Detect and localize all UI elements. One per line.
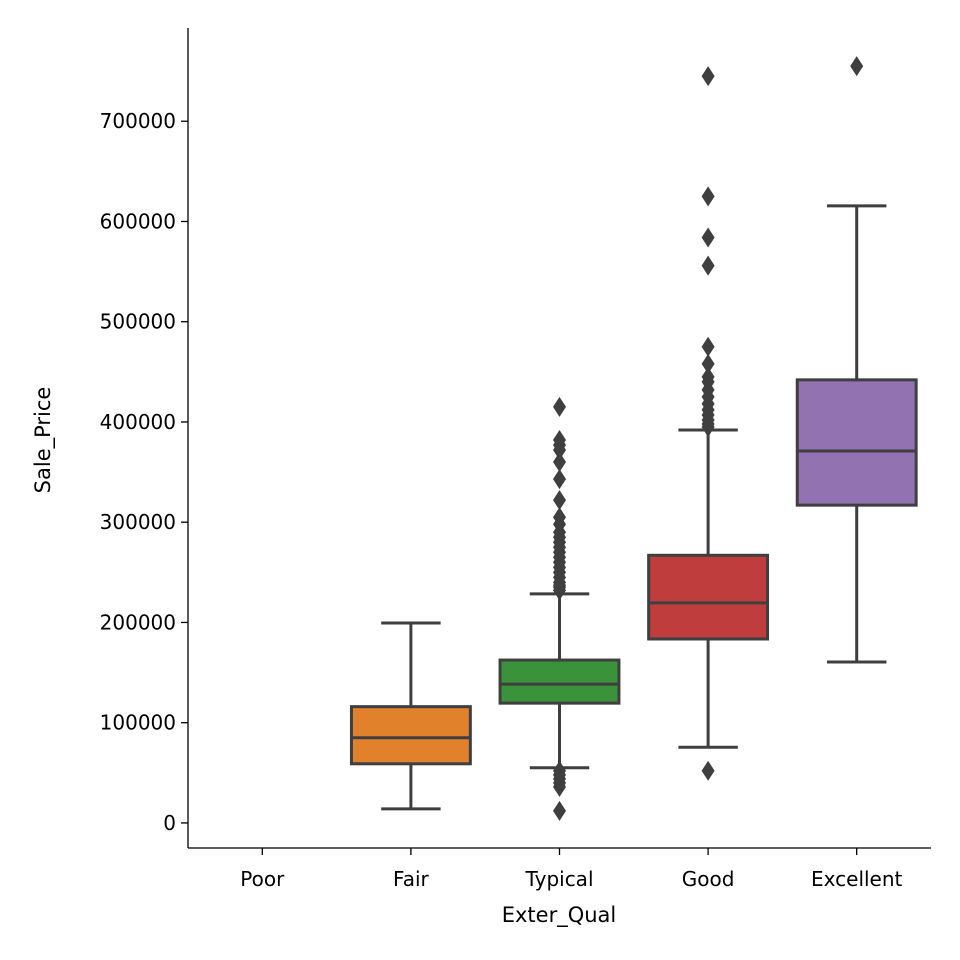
x-tick-label: Typical [525,867,594,891]
outlier-point [701,227,715,248]
box-excellent [795,378,918,507]
outlier-point [553,760,566,781]
box-fair [349,705,472,766]
box-good [647,553,770,641]
outlier-point [553,396,566,417]
y-ticks: 0 100000 200000 300000 400000 500000 600000 700… [100,109,188,835]
y-axis-label: Sale_Price [31,387,56,494]
outlier-point [553,430,566,451]
x-tick-label: Good [682,867,735,891]
outlier-point [701,336,715,357]
outlier-point [701,255,715,276]
x-tick-label: Poor [240,867,285,891]
x-ticks: Poor Fair Typical Good Excellent [240,848,903,891]
outlier-point [701,366,715,387]
outlier-point [701,353,715,374]
y-tick-label: 200000 [100,610,176,634]
x-tick-label: Excellent [811,867,903,891]
y-tick-label: 400000 [100,410,176,434]
outlier-point [701,66,715,87]
outlier-point [553,800,566,821]
outlier-point [553,469,566,490]
outlier-point [553,490,566,511]
outlier-point [701,760,715,781]
y-tick-label: 0 [163,811,176,835]
y-tick-label: 100000 [100,711,176,735]
box-typical [498,658,621,705]
x-tick-label: Fair [393,867,429,891]
outlier-point [553,452,566,473]
outlier-point [553,507,566,528]
y-tick-label: 600000 [100,209,176,233]
x-axis-label: Exter_Qual [502,903,617,928]
plot-area [349,56,918,821]
y-tick-label: 500000 [100,310,176,334]
outlier-point [701,186,715,207]
outlier-point [850,56,864,77]
y-tick-label: 700000 [100,109,176,133]
y-tick-label: 300000 [100,510,176,534]
